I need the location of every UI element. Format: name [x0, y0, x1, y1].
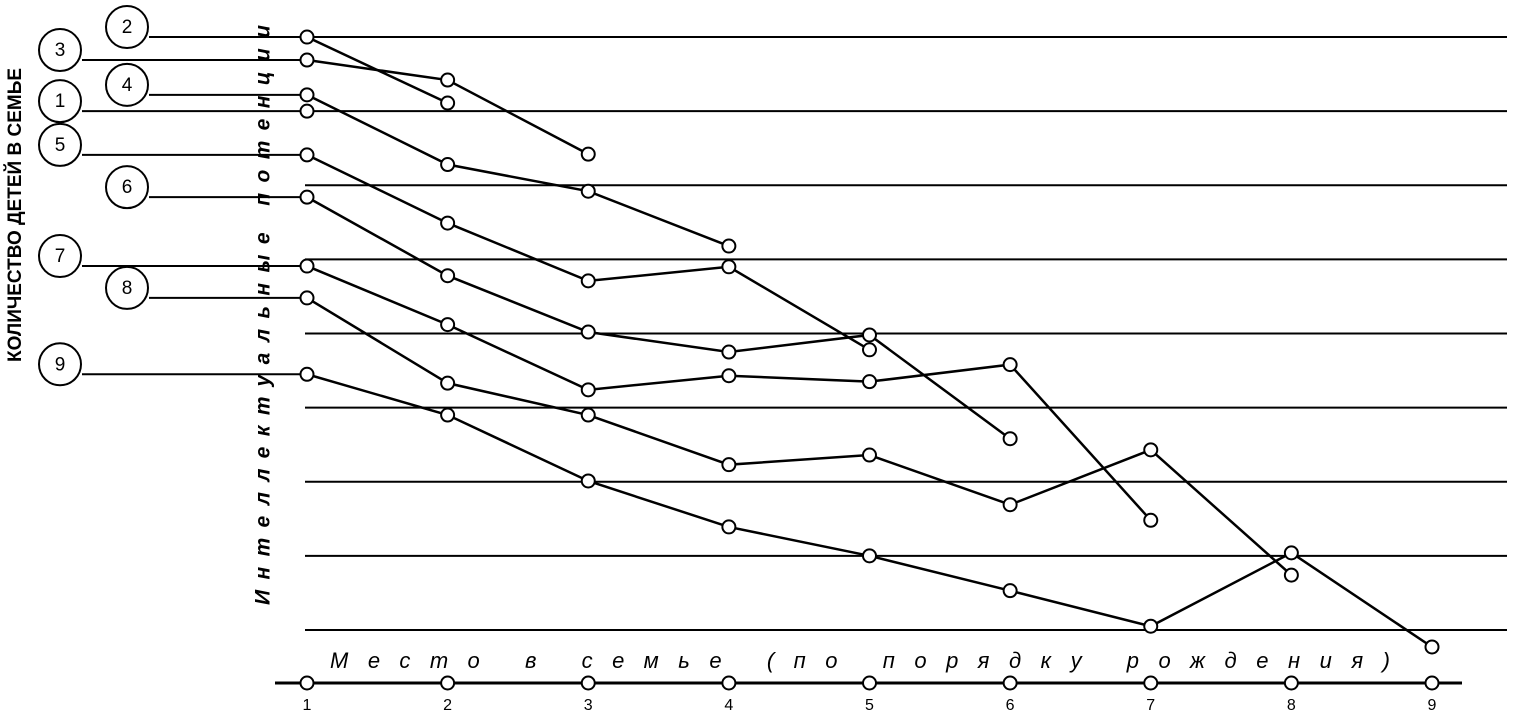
x-tick-label: 4 — [724, 697, 733, 714]
x-tick-label: 3 — [584, 697, 593, 714]
data-point — [1424, 639, 1440, 655]
data-point — [862, 342, 877, 358]
data-point — [721, 344, 737, 360]
data-point — [721, 259, 737, 275]
x-tick-mark — [1424, 675, 1440, 691]
data-point — [862, 327, 877, 343]
x-tick-label: 6 — [1006, 697, 1015, 714]
legend-label: 9 — [55, 354, 66, 375]
data-point — [862, 374, 877, 390]
data-point — [299, 87, 315, 103]
legend-label: 2 — [122, 17, 133, 38]
x-tick-mark — [721, 675, 737, 691]
data-point — [580, 273, 596, 289]
data-point — [1143, 442, 1159, 458]
legend-marker — [38, 234, 82, 279]
data-point — [299, 147, 315, 163]
legend-label: 6 — [122, 177, 133, 198]
legend-marker — [105, 265, 149, 310]
x-tick-mark — [1143, 675, 1159, 691]
data-point — [1002, 357, 1018, 373]
data-point — [862, 548, 877, 564]
data-point — [1002, 431, 1018, 447]
data-point — [440, 95, 456, 111]
data-point — [721, 238, 737, 254]
data-point — [440, 215, 456, 231]
data-point — [1283, 567, 1299, 583]
data-point — [440, 375, 456, 391]
data-point — [721, 519, 737, 535]
data-point — [440, 407, 456, 423]
data-point — [299, 366, 315, 382]
legend-label: 1 — [55, 91, 66, 112]
x-tick-mark — [1283, 675, 1299, 691]
x-tick-mark — [1002, 675, 1018, 691]
data-point — [299, 258, 315, 274]
legend-label: 7 — [55, 246, 66, 267]
legend-marker — [38, 28, 82, 73]
data-point — [580, 183, 596, 199]
data-point — [440, 268, 456, 284]
legend-marker — [105, 165, 149, 210]
legend-marker — [105, 5, 149, 50]
series-line — [306, 93, 730, 248]
data-point — [299, 52, 315, 68]
data-point — [580, 382, 596, 398]
data-point — [721, 368, 737, 384]
x-tick-label: 7 — [1146, 697, 1155, 714]
x-tick-label: 9 — [1428, 697, 1437, 714]
x-tick-mark — [862, 675, 877, 691]
x-tick-label: 8 — [1287, 697, 1296, 714]
data-point — [1002, 497, 1018, 513]
data-point — [580, 407, 596, 423]
legend-marker — [38, 342, 82, 387]
data-point — [1143, 618, 1159, 634]
legend-marker — [38, 122, 82, 167]
data-point — [299, 29, 315, 45]
data-point — [1143, 512, 1159, 528]
x-tick-label: 5 — [865, 697, 874, 714]
legend-label: 4 — [122, 75, 133, 96]
data-point — [299, 189, 315, 205]
data-point — [440, 72, 456, 88]
chart-title: КОЛИЧЕСТВО ДЕТЕЙ В СЕМЬЕ — [4, 68, 26, 362]
data-point — [299, 103, 315, 119]
x-tick-label: 1 — [303, 697, 312, 714]
legend-label: 3 — [55, 40, 66, 61]
data-point — [440, 157, 456, 173]
x-tick-label: 2 — [443, 697, 452, 714]
data-point — [440, 317, 456, 333]
data-point — [1002, 583, 1018, 599]
data-point — [299, 290, 315, 306]
data-point — [1283, 545, 1299, 561]
series-line — [306, 373, 1433, 649]
x-tick-mark — [440, 675, 456, 691]
data-point — [580, 324, 596, 340]
data-point — [721, 457, 737, 473]
legend-label: 8 — [122, 278, 133, 299]
data-point — [862, 447, 877, 463]
x-tick-mark — [299, 675, 315, 691]
x-axis-label: Место в семье (по порядку рождения) — [330, 648, 1390, 673]
series-line — [306, 296, 1293, 577]
legend-marker — [38, 79, 82, 124]
data-point — [580, 146, 596, 162]
x-tick-mark — [580, 675, 596, 691]
series-line — [306, 196, 1011, 440]
data-point — [580, 473, 596, 489]
legend-marker — [105, 62, 149, 107]
legend-label: 5 — [55, 135, 66, 156]
